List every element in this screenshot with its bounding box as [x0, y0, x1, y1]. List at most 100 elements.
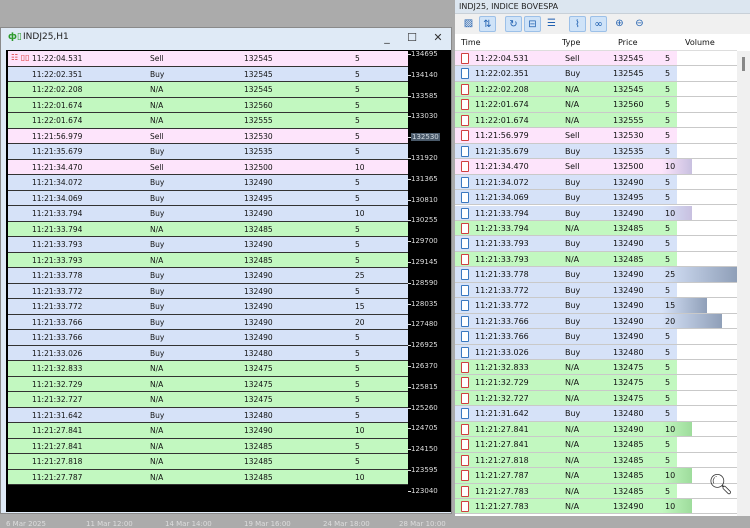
volume-bar: [662, 51, 677, 66]
table-row[interactable]: 11:21:33.026 Buy 132480 5: [8, 345, 408, 361]
table-row[interactable]: 11:21:56.979 Sell 132530 5: [8, 128, 408, 144]
table-row[interactable]: 11:22:01.674 N/A 132560 5: [455, 97, 737, 113]
chart-area[interactable]: 11:22:04.531 Sell 132545 5 ☷ ▯▯ 11:22:02.351 B…: [6, 50, 451, 528]
table-row[interactable]: 11:21:33.793 Buy 132490 5: [455, 236, 737, 252]
table-row[interactable]: 11:21:31.642 Buy 132480 5: [8, 407, 408, 423]
table-row[interactable]: 11:21:27.841 N/A 132490 10: [8, 423, 408, 439]
table-row[interactable]: 11:21:27.818 N/A 132485 5: [8, 454, 408, 470]
type-cell: Buy: [150, 410, 165, 420]
zoom-out-icon[interactable]: ⊖: [635, 18, 644, 29]
price-cell: 132480: [244, 410, 273, 420]
table-row[interactable]: 11:21:32.729 N/A 132475 5: [8, 376, 408, 392]
table-row[interactable]: 11:21:34.072 Buy 132490 5: [455, 174, 737, 191]
chart-window-titlebar[interactable]: ф▯ INDJ25,H1 _ ☐ ✕: [1, 28, 451, 50]
columns-icon[interactable]: ⊟: [524, 16, 541, 32]
table-row[interactable]: 11:21:32.729 N/A 132475 5: [455, 375, 737, 391]
table-row[interactable]: 11:22:02.208 N/A 132545 5: [8, 82, 408, 98]
header-price[interactable]: Price: [618, 38, 638, 47]
volume-cell: 5: [355, 348, 360, 358]
table-row[interactable]: 11:21:27.787 N/A 132485 10: [455, 468, 737, 484]
refresh-icon[interactable]: ↻: [505, 16, 522, 32]
header-type[interactable]: Type: [562, 38, 581, 47]
price-cell: 132495: [613, 193, 644, 203]
chart-icon[interactable]: ▨: [463, 18, 474, 29]
table-row[interactable]: 11:21:27.841 N/A 132485 5: [8, 438, 408, 454]
row-background: [455, 452, 662, 468]
zoom-in-icon[interactable]: ⊕: [615, 18, 624, 29]
table-row[interactable]: 11:21:33.766 Buy 132490 5: [8, 330, 408, 346]
volume-cell: 5: [665, 177, 671, 187]
table-row[interactable]: 11:21:33.793 N/A 132485 5: [8, 252, 408, 268]
maximize-button[interactable]: ☐: [407, 31, 417, 44]
buy-sell-icon[interactable]: ⇅: [479, 16, 496, 32]
table-row[interactable]: 11:21:34.069 Buy 132495 5: [8, 190, 408, 206]
table-row[interactable]: 11:22:01.674 N/A 132555 5: [8, 113, 408, 129]
tick-icon: [461, 176, 469, 188]
list-icon[interactable]: ☰: [547, 18, 556, 29]
table-row[interactable]: 11:21:33.778 Buy 132490 25: [8, 268, 408, 284]
volume-cell: 10: [665, 471, 676, 481]
table-row[interactable]: 11:21:33.026 Buy 132480 5: [455, 344, 737, 360]
vertical-scrollbar[interactable]: [737, 51, 750, 516]
table-row[interactable]: 11:21:33.772 Buy 132490 15: [455, 298, 737, 314]
table-row[interactable]: 11:21:35.679 Buy 132535 5: [455, 143, 737, 160]
table-row[interactable]: 11:22:04.531 Sell 132545 5: [455, 51, 737, 67]
table-row[interactable]: 11:21:27.841 N/A 132490 10: [455, 421, 737, 438]
volume-bar: [662, 81, 677, 97]
table-row[interactable]: 11:21:32.727 N/A 132475 5: [455, 390, 737, 407]
table-row[interactable]: 11:21:35.679 Buy 132535 5: [8, 144, 408, 160]
table-row[interactable]: 11:21:33.766 Buy 132490 20: [8, 314, 408, 330]
line-icon[interactable]: ⌇: [569, 16, 586, 32]
table-row[interactable]: 11:21:34.072 Buy 132490 5: [8, 175, 408, 191]
table-row[interactable]: 11:21:33.794 N/A 132485 5: [455, 220, 737, 237]
table-row[interactable]: 11:21:33.766 Buy 132490 20: [455, 313, 737, 330]
table-row[interactable]: 11:22:02.351 Buy 132545 5: [455, 66, 737, 82]
minimize-button[interactable]: _: [384, 31, 390, 44]
table-row[interactable]: 11:21:33.772 Buy 132490 5: [8, 283, 408, 299]
table-row[interactable]: 11:21:31.642 Buy 132480 5: [455, 406, 737, 422]
table-row[interactable]: 11:21:33.793 N/A 132485 5: [455, 251, 737, 268]
table-row[interactable]: 11:21:33.794 Buy 132490 10: [455, 205, 737, 221]
table-row[interactable]: 11:21:33.772 Buy 132490 5: [455, 282, 737, 299]
table-row[interactable]: 11:21:27.783 N/A 132490 10: [455, 499, 737, 515]
volume-bar: [662, 344, 677, 359]
table-row[interactable]: 11:21:33.766 Buy 132490 5: [455, 329, 737, 345]
table-row[interactable]: 11:21:27.787 N/A 132485 10: [8, 469, 408, 485]
price-cell: 132490: [244, 302, 273, 311]
scrollbar-thumb[interactable]: [742, 57, 745, 71]
table-row[interactable]: 11:21:34.470 Sell 132500 10: [8, 159, 408, 175]
table-row[interactable]: 11:22:02.351 Buy 132545 5: [8, 66, 408, 82]
table-row[interactable]: 11:22:01.674 N/A 132560 5: [8, 97, 408, 113]
table-row[interactable]: 11:21:56.979 Sell 132530 5: [455, 128, 737, 144]
header-volume[interactable]: Volume: [685, 38, 715, 47]
table-row[interactable]: 11:21:33.778 Buy 132490 25: [455, 267, 737, 283]
table-row[interactable]: 11:21:27.783 N/A 132485 5: [455, 483, 737, 500]
link-icon[interactable]: ∞: [590, 16, 607, 32]
table-row[interactable]: 11:21:33.793 Buy 132490 5: [8, 237, 408, 253]
table-row[interactable]: 11:22:02.208 N/A 132545 5: [455, 81, 737, 98]
table-row[interactable]: 11:21:32.833 N/A 132475 5: [8, 361, 408, 377]
table-row[interactable]: 11:21:27.818 N/A 132485 5: [455, 452, 737, 469]
table-row[interactable]: 11:22:04.531 Sell 132545 5 ☷ ▯▯: [8, 51, 408, 67]
price-cell: 132480: [613, 347, 644, 357]
table-row[interactable]: 11:21:33.794 Buy 132490 10: [8, 206, 408, 222]
volume-cell: 5: [355, 147, 360, 156]
table-row[interactable]: 11:21:32.833 N/A 132475 5: [455, 360, 737, 376]
time-cell: 11:21:33.794: [475, 208, 529, 218]
table-row[interactable]: 11:21:34.069 Buy 132495 5: [455, 190, 737, 206]
table-row[interactable]: 11:21:32.727 N/A 132475 5: [8, 392, 408, 408]
table-header: Time Type Price Volume: [455, 36, 737, 51]
table-row[interactable]: 11:21:33.772 Buy 132490 15: [8, 299, 408, 315]
price-axis-label: 134140: [408, 70, 438, 79]
table-row[interactable]: 11:21:33.794 N/A 132485 5: [8, 221, 408, 237]
header-time[interactable]: Time: [461, 38, 481, 47]
volume-cell: 10: [355, 426, 365, 435]
table-row[interactable]: 11:21:34.470 Sell 132500 10: [455, 159, 737, 175]
table-row[interactable]: 11:21:27.841 N/A 132485 5: [455, 437, 737, 453]
price-cell: 132485: [244, 457, 273, 466]
close-button[interactable]: ✕: [433, 31, 443, 44]
table-row[interactable]: 11:22:01.674 N/A 132555 5: [455, 112, 737, 129]
zoom-in-icon[interactable]: 🔍︎: [708, 472, 734, 496]
tick-icon: [461, 470, 469, 482]
price-axis-label: 123595: [408, 466, 438, 474]
